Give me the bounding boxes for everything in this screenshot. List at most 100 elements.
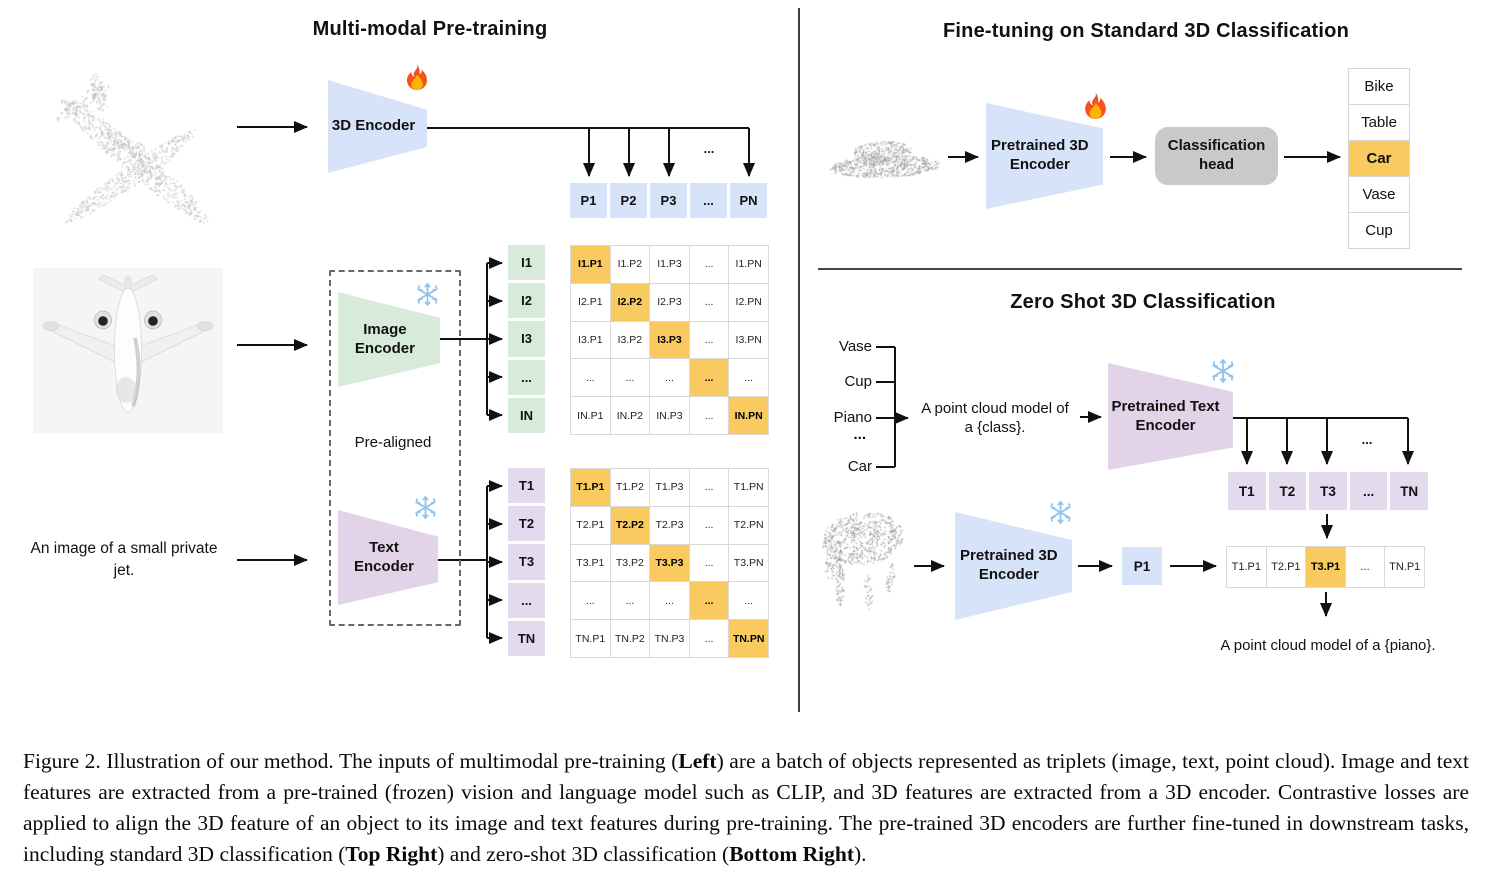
fire-icon [402,62,432,92]
class-cell: Vase [1349,177,1409,212]
jet-photo [33,268,223,433]
matrix-cell: ... [729,359,768,397]
pretrained-3d-encoder-zeroshot: Pretrained 3D Encoder [955,512,1072,620]
t-cell: TN [508,620,545,656]
class-cell: Table [1349,105,1409,140]
t-cell: ... [508,582,545,618]
p-cell: P2 [610,183,647,218]
candidate-class: Piano [833,409,872,426]
matrix-cell: IN.PN [729,397,768,434]
matrix-cell: I2.P3 [650,283,689,321]
image-feature-column: I1 I2 I3... IN [508,245,545,433]
caption-bold-segment: Top Right [345,841,438,866]
pretrained-3d-encoder-label: Pretrained 3D Encoder [960,547,1058,583]
matrix-cell: ... [689,582,729,620]
classification-head: Classification head [1155,127,1278,185]
matrix-cell: TN.P1 [571,620,610,657]
matrix-cell: IN.P2 [610,397,650,434]
matrix-cell: ... [689,359,729,397]
matrix-cell: T1.P3 [650,469,689,506]
class-prediction-list: Bike Table Car Vase Cup [1348,68,1410,249]
matrix-cell: I3.P3 [650,321,689,359]
matrix-cell: ... [689,283,729,321]
snowflake-icon [413,495,438,520]
matrix-cell: ... [610,582,650,620]
similarity-cell: T2.P1 [1266,547,1306,587]
connector-lines [237,8,1462,712]
3d-encoder: 3D Encoder [328,80,427,173]
matrix-cell: TN.P3 [650,620,689,657]
t-cell: T2 [1268,472,1307,510]
prompt-template-text: A point cloud model of a {class}. [905,399,1085,437]
input-text-caption: An image of a small private jet. [30,540,218,579]
matrix-cell: T2.P3 [650,506,689,544]
pretrained-3d-encoder-label: Pretrained 3D Encoder [991,137,1089,173]
matrix-cell: T1.PN [729,469,768,506]
matrix-cell: T2.P1 [571,506,610,544]
matrix-cell: ... [689,397,729,434]
p1-feature-cell: P1 [1122,547,1162,585]
i-cell: I2 [508,283,545,319]
class-cell: Cup [1349,213,1409,248]
matrix-cell: ... [650,359,689,397]
matrix-cell: ... [689,544,729,582]
text-feature-row: T1 T2 T3... TN [1228,472,1428,510]
p-cell: ... [690,183,727,218]
t-cell: TN [1390,472,1428,510]
figure-caption: Figure 2. Illustration of our method. Th… [23,746,1469,870]
text-encoder-label: Text Encoder [353,538,414,575]
matrix-cell: I2.P2 [610,283,650,321]
matrix-cell: T2.PN [729,506,768,544]
class-cell: Car [1349,141,1409,176]
similarity-cell: ... [1345,547,1385,587]
snowflake-icon [1210,358,1236,384]
car-point-cloud [826,132,944,184]
matrix-cell: I3.P1 [571,321,610,359]
matrix-cell: I2.P1 [571,283,610,321]
text-feature-column: T1 T2 T3... TN [508,468,545,656]
matrix-cell: T2.P2 [610,506,650,544]
candidate-class: Cup [844,373,872,390]
t-cell: T1 [508,468,545,504]
matrix-cell: I1.P3 [650,246,689,283]
snowflake-icon [1048,500,1073,525]
i-cell: IN [508,397,545,433]
caption-segment: Figure 2. Illustration of our method. Th… [23,748,679,773]
pretrained-3d-encoder-finetune: Pretrained 3D Encoder [986,103,1103,209]
matrix-cell: T3.P1 [571,544,610,582]
pretrained-text-encoder-label: Pretrained Text Encoder [1111,397,1220,434]
prompt-line-2: a {class}. [964,419,1026,436]
i-cell: I1 [508,245,545,281]
i-cell: ... [508,359,545,395]
text-encoder: Text Encoder [338,510,438,605]
pre-aligned-dashed-box [329,270,461,626]
matrix-cell: T1.P2 [610,469,650,506]
i-cell: I3 [508,321,545,357]
p-cell: PN [730,183,767,218]
finetuning-title: Fine-tuning on Standard 3D Classificatio… [942,20,1349,42]
caption-bold-segment: Left [678,748,717,773]
caption-segment: ). [854,841,867,866]
text-point-similarity-matrix: T1.P1 T1.P2 T1.P3... T1.PN T2.P1 T2.P2 T2.P3..… [570,468,769,658]
matrix-cell: T1.P1 [571,469,610,506]
caption-bold-segment: Bottom Right [729,841,855,866]
airplane-point-cloud [26,50,231,245]
image-point-similarity-matrix: I1.P1 I1.P2 I1.P3... I1.PN I2.P1 I2.P2 I2.P3..… [570,245,769,435]
matrix-cell: I2.PN [729,283,768,321]
caption-segment: ) and zero-shot 3D classification ( [437,841,730,866]
pretrained-text-encoder: Pretrained Text Encoder [1108,363,1233,470]
matrix-cell: T3.P3 [650,544,689,582]
matrix-cell: I3.PN [729,321,768,359]
matrix-cell: IN.P1 [571,397,610,434]
matrix-cell: ... [689,469,729,506]
matrix-cell: TN.P2 [610,620,650,657]
matrix-cell: I1.P1 [571,246,610,283]
diagram-layer: Multi-modal Pre-training 3D Encoder P1 P2… [26,18,1436,658]
matrix-cell: ... [571,359,610,397]
p-feature-row: P1 P2 P3... PN [570,183,767,218]
3d-encoder-label: 3D Encoder [331,117,416,135]
matrix-cell: ... [689,246,729,283]
image-encoder: Image Encoder [338,292,440,387]
similarity-cell: T1.P1 [1227,547,1266,587]
candidate-class: Car [847,458,872,475]
